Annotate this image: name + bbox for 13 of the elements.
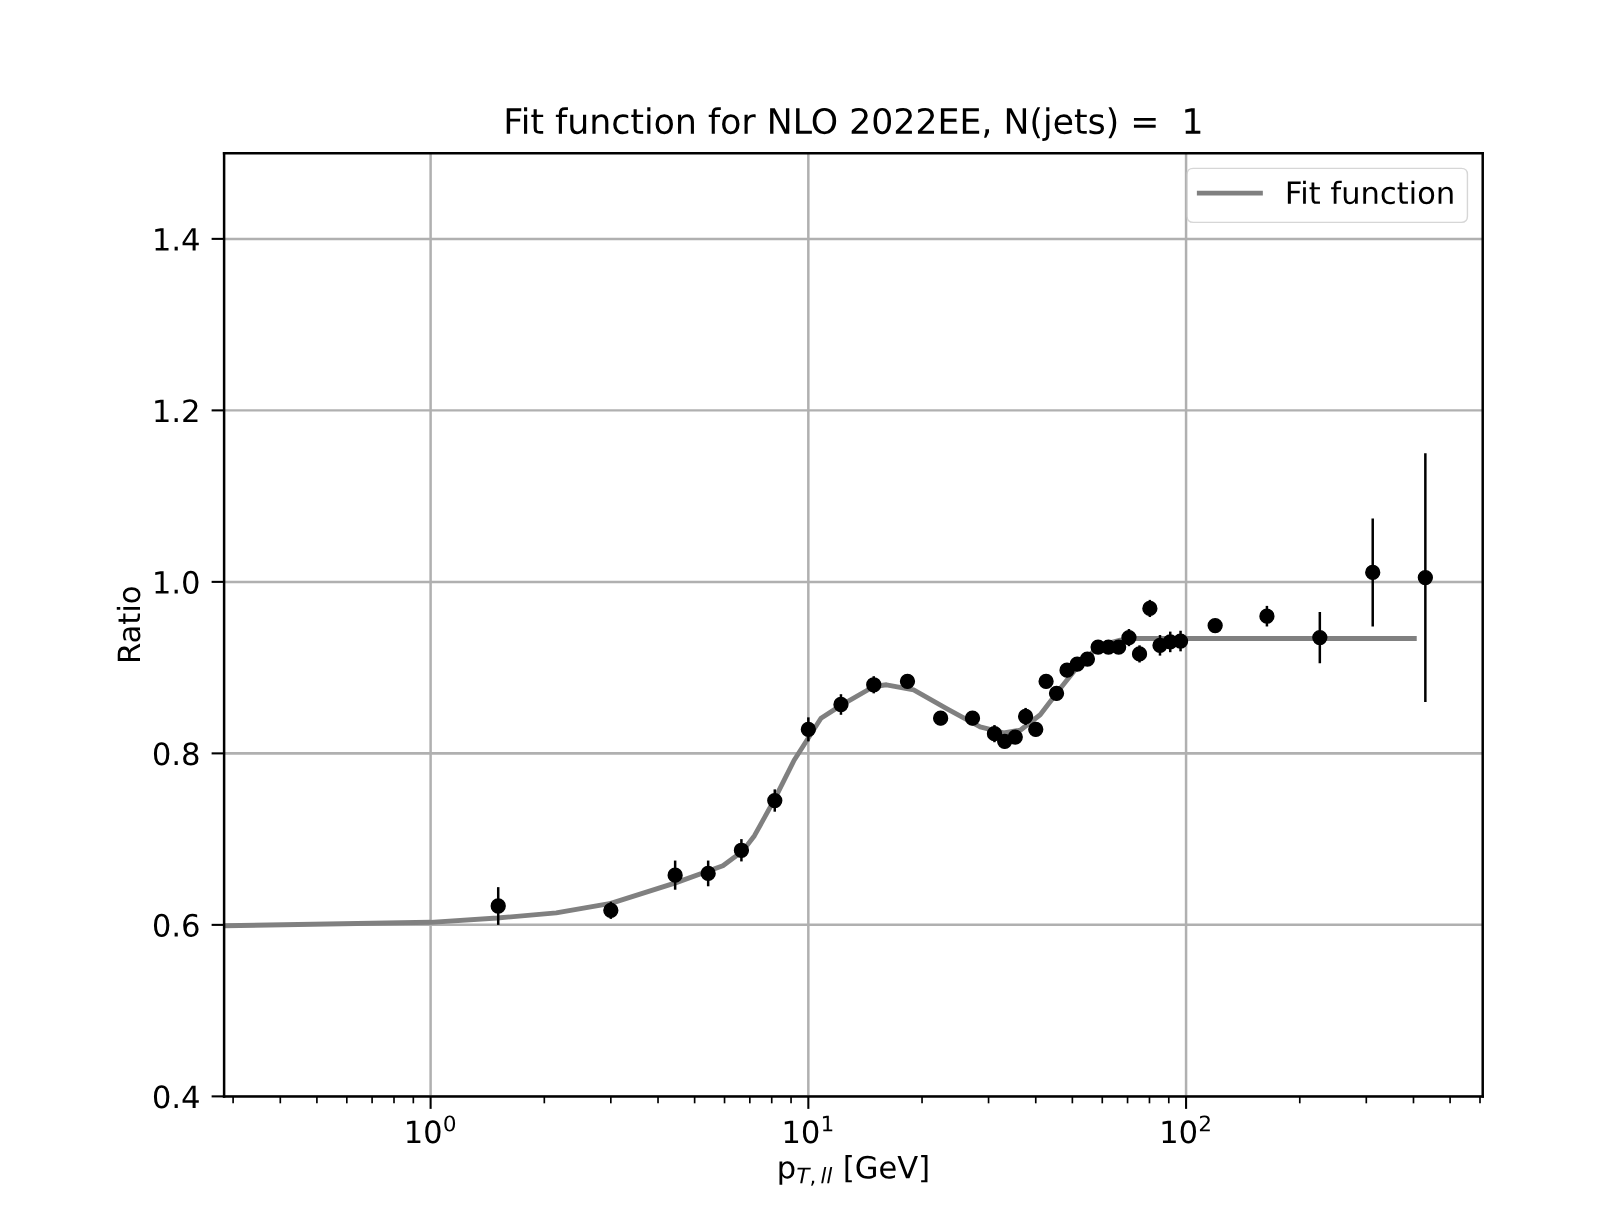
y-tick-label: 0.6: [153, 913, 199, 937]
x-tick-label: 10$^{1}$: [784, 1115, 833, 1144]
y-axis-title: Ratio: [116, 587, 141, 661]
x-axis-title: p$_{T,ll}$ [GeV]: [779, 1155, 928, 1186]
chart-title: Fit function for NLO 2022EE, N(jets) = 1: [506, 107, 1201, 141]
y-tick-label: 1.4: [155, 228, 199, 251]
y-tick-label: 1.0: [155, 570, 199, 594]
x-tick-label: 10$^{0}$: [407, 1115, 456, 1144]
legend-label: Fit function: [1287, 180, 1453, 205]
y-tick-label: 0.4: [153, 1085, 199, 1109]
y-tick-label: 1.2: [155, 399, 198, 422]
x-tick-label: 10$^{2}$: [1162, 1115, 1210, 1144]
y-tick-label: 0.8: [153, 742, 199, 766]
